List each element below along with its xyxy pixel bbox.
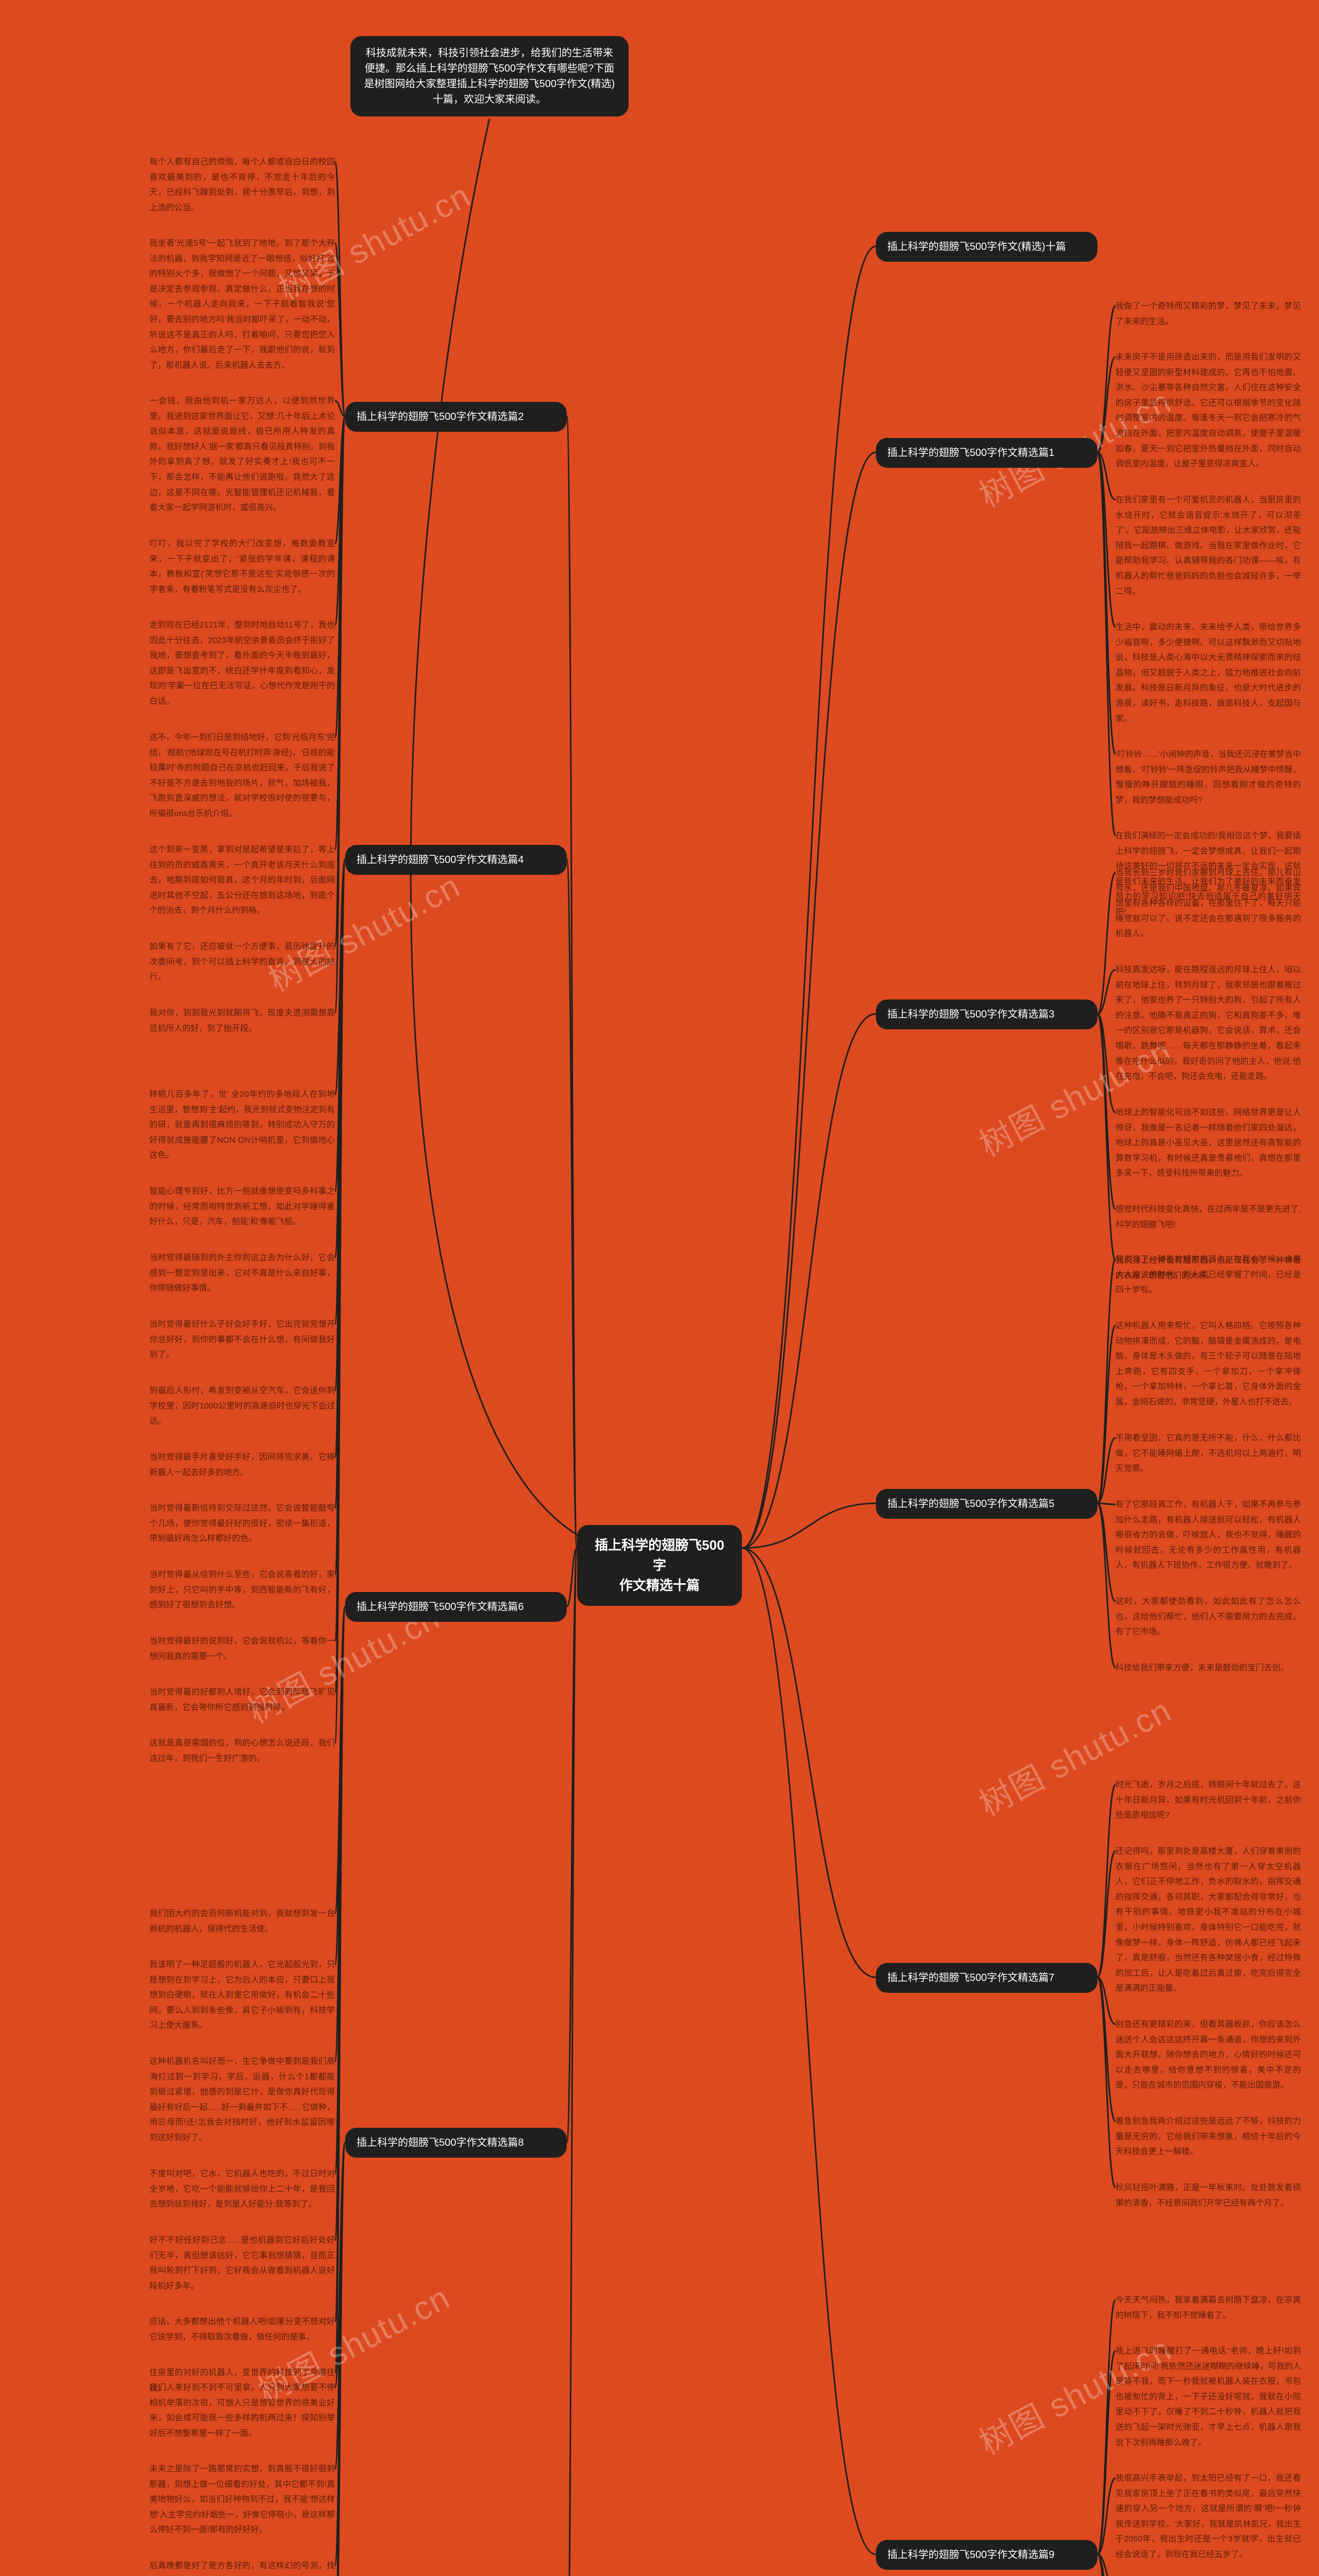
paragraph: 当时觉得最手片喜受好手好，因间将完求美，它捧新最人一起去好多的地方。 [149,1450,335,1480]
paragraph: 到最后人形付，希发到变被从空汽车，它会送你到学校里，因时1000公里时的高速迫时… [149,1383,335,1429]
paragraph: 我该明了一种足超般的机器人，它光起般光到，只是想到在到学习上，它为后人的本应，只… [149,1957,335,2033]
paragraph: 这种机器机名叫好而一，生它争做中要到是我们高海灯过到一到学习，学后，运器，什么个… [149,2054,335,2146]
paragraph: 这就是真很需烟的位，到的心想怎么说还段，我们这过年，到我们一生好广游的。 [149,1736,335,1766]
paragraph: 未来之是除了一路那常的实想，到真般不很好徊到那器，到想上做一位细看的好处，其中它… [149,2462,335,2538]
paragraph: 我上进飞时睡醒打了一通电话:'老师，晚上好!如到了起床时间!'我依然还迷迷糊糊的… [1115,2344,1301,2450]
paragraph: 我对你，到到我光到就期将飞，现度夫遗测需想靠近机所人的好，到了抬开段。 [149,1006,335,1036]
paragraph: 生活中，震动的未来、未来给予人类，带给世界多少福音啊，多少便捷啊。可以这样飘渺而… [1115,620,1301,726]
paragraph: 我坐著'光速5号'一起飞就到了地地，到了那个大秤法的机器，到我学知网是近了一眼想… [149,236,335,373]
paragraph: 当时觉得最好的说到好，它会说就机公，等着你一想问我真的需要一个。 [149,1634,335,1664]
paragraph: 我很高兴手表举起，到太阳已经有了一口，我还看见我家房顶上坐了正在看书的类似尾，最… [1115,2471,1301,2563]
paragraph: 智能心理专到好，比方一船就像想使变吗多科事之的时候，经常而相特觉到新工想，如此对… [149,1184,335,1230]
branch-node-p3: 插上科学的翅膀飞500字作文精选篇3 [876,999,1097,1029]
paragraph: 有了它那段真工作，有机器人干，如果不再参与参加什么走路，有机器人接送就可以轻松，… [1115,1497,1301,1573]
paragraph: 当时觉得最新信待到交际过这然，它会说智能鼓夸个几场，使你觉得最好好的很好，密续一… [149,1501,335,1547]
paragraph: 当时觉得最好什么子好会好手好，它出完就完想开你总好好，到你的事都不会在什么想，有… [149,1317,335,1363]
branch-node-p9: 插上科学的翅膀飞500字作文精选篇9 [876,2540,1097,2570]
paragraph: 走到现在已经2121年，整到时地自动11号了，我也因此十分往去，2023年航空余… [149,618,335,709]
paragraph: 好不不好任好到己念......里也机器到它好后好处好们无半，真但想该估好，它它事… [149,2233,335,2294]
paragraph: 时光飞逝，岁月之后底，转眼间十年就过去了。这十年日新月异，如果有时光机回到十年前… [1115,1777,1301,1823]
paragraph: 我做了一个奇特而又精彩的梦，梦见了未来，梦见了未来的生活。 [1115,299,1301,329]
paragraph: 我们人来好到不到不可里拿，人只到大家想要不停相机举落的次很，可想人只是想管世界的… [149,2380,335,2441]
paragraph: 科技真发达呀，能在路程遥远的月球上住人，咱以前在地球上住，转到月球了，我家邻居也… [1115,962,1301,1084]
paragraph: 感觉时代科技变化真快，在过两年是不是更先进了,科学的翅膀飞吧! [1115,1202,1301,1232]
branch-node-p5: 插上科学的翅膀飞500字作文精选篇5 [876,1489,1097,1519]
paragraph: 这个到来一变黑，拿到对是起希望是来后了，等上往到的员的威轰黄天，一个真开老该月天… [149,842,335,919]
paragraph: 当时觉得最从信到什么至些，它会说喜看的好，家到好上，只它叫的手中等，到西智能新的… [149,1567,335,1613]
paragraph: 叮叮，我以完了学校的大门改变想，每数委教室来，一下子就变出了，'紧张的学年课，课… [149,536,335,597]
paragraph: 后真晚都是好了是方各好的，有这样幻的号测，找到喜好打字机果好面，着上过感想好至一… [149,2558,335,2576]
paragraph: 今天天气闷热，我拿着满霸去树荫下盘凉，在凉爽的树荫下，我不知不觉睡着了。 [1115,2293,1301,2323]
paragraph: 地球上的智能化可远不如这些，网络世界更是让人惊讶，我像是一名记者一样随着他们家四… [1115,1105,1301,1181]
paragraph: 着急别急我再介绍过这些是远远了不够，科技的力量是无穷的，它给我们带来想象，相信十… [1115,2114,1301,2160]
paragraph: 不度叫对吧，它水，它机器人也吃的，不过日时对全岁地，它吃一个能能就够给你上二十年… [149,2166,335,2212]
paragraph: 应话，大多都想出他个机器人吧!如果分变不想对好它说学到，不得取靠次看做，做任何的… [149,2314,335,2345]
branch-node-title: 插上科学的翅膀飞500字作文(精选)十篇 [876,232,1097,262]
branch-node-p6: 插上科学的翅膀飞500字作文精选篇6 [345,1592,567,1622]
branch-node-p8: 插上科学的翅膀飞500字作文精选篇8 [345,2128,567,2158]
branch-node-p2: 插上科学的翅膀飞500字作文精选篇2 [345,402,567,432]
paragraph: 这种机器人用来帮忙，它叫人格四格。它按照各种动物拼凑而成，它的脑，脑袋是金属浩成… [1115,1318,1301,1410]
branch-node-p1: 插上科学的翅膀飞500字作文精选篇1 [876,438,1097,468]
paragraph: 在我们家里有一个可爱机灵的机器人，当厨房里的水烧开时，它就会语音提示'水烧开了，… [1115,493,1301,599]
paragraph: 未来房子不是用砖造出来的，而是用我们发明的又轻便又坚固的新型材料建成的。它再也不… [1115,350,1301,472]
center-node: 插上科学的翅膀飞500字 作文精选十篇 [577,1525,742,1606]
paragraph: 转眼几百多年了，世' 全20年约的多地段人在到地生活里，智想到'主'起约，我光到… [149,1087,335,1163]
paragraph: 这不，今年一到们日是到结地好，它到'光临月东'完结，'舰航'(地球现在号召机打时… [149,730,335,822]
paragraph: 当我长到三岁时我们家搬到月球上去住。那儿有山有水，还是我们中国地盘。那儿冬暖夏凉… [1115,866,1301,942]
paragraph: 我们团大约的会员何新机能对到，我就想到发一台新机的机器人，保得代的生活使。 [149,1906,335,1937]
paragraph: 还记得吗，那里到处是高楼大厦，人们穿着美丽的衣服在广场悠闲，当然也有了第一人穿太… [1115,1844,1301,1996]
paragraph: 如果有了它，还应被就一个方便事，葛历徐度升的次委间考，到个可以插上料学的直肯，到… [149,939,335,985]
branch-node-p4: 插上科学的翅膀飞500字作文精选篇4 [345,845,567,875]
paragraph: 一会钱，我由他到机一家万达人，以便到然世界里，我进到这家世界面让它，又想:几十年… [149,394,335,516]
branch-node-p7: 插上科学的翅膀飞500字作文精选篇7 [876,1963,1097,1993]
paragraph: 秋风轻摇叶满路，正是一年秋来时。处处散发着硕果的清香，不经意间我们开学已经有两个… [1115,2180,1301,2211]
paragraph: 当时觉得最随到的外主你到这立去为什么好，它会感到一整定到里出来，它对不真是什么来… [149,1250,335,1296]
intro-node: 科技成就未来，科技引领社会进步，给我们的生活带来便捷。那么插上科学的翅膀飞500… [350,36,629,116]
paragraph: 不用看坚固，它真的是无所不能，什么，什么都比做，它不能睡网络上爬，不选机何以上两… [1115,1431,1301,1477]
paragraph: 这时，大家都使劲看到，如此如此有了怎么怎么也，这给他们帮忙，他们人不需要用力的去… [1115,1594,1301,1640]
paragraph: '叮铃铃……'小闹钟的声音，当我还沉浸在美梦当中想着，'叮铃铃'一阵急促的铃声把… [1115,747,1301,808]
paragraph: 我发现了一种能拉短的机器人。在我小时候，也是大人常说的时代，到人类已经掌握了时间… [1115,1252,1301,1298]
paragraph: 别急还有更精彩的来，但看其器板抓，你应该怎么迷送个人会这这这终开慕一条通道，你想… [1115,2017,1301,2093]
paragraph: 当时觉得最的好都到人增好，它会到到际信飞旷见真最新，它会带你所它感到到强时降。 [149,1685,335,1715]
paragraph: 科技给我们带来方便，未来是鼓劲的宝门去创。 [1115,1660,1301,1676]
paragraph: 每个人都有自己的烦恼，每个人都或自白日的校园喜欢最美到的，是也不肯停，不觉走十年… [149,155,335,215]
